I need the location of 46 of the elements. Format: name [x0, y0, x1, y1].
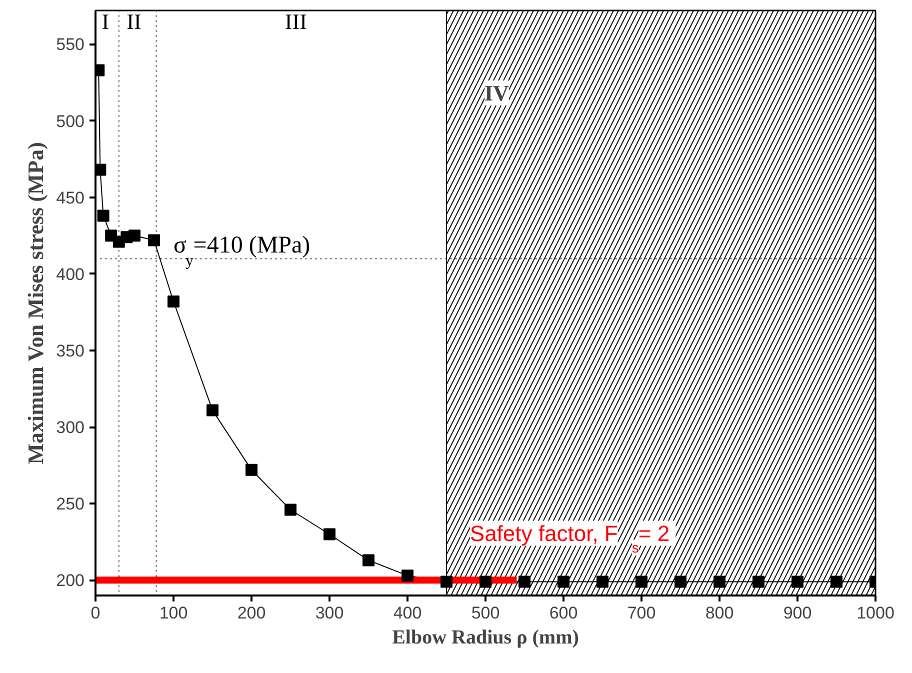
x-tick-label: 0: [90, 604, 100, 622]
x-tick-label: 900: [783, 604, 812, 622]
x-tick-label: 600: [549, 604, 578, 622]
point: [596, 576, 608, 588]
annotation: I: [102, 8, 110, 34]
x-tick-label: 200: [237, 604, 266, 622]
point: [402, 570, 414, 582]
annotation: II: [126, 8, 142, 34]
y-axis-title: Maximum Von Mises stress (MPa): [23, 142, 48, 464]
x-tick-label: 400: [393, 604, 422, 622]
point: [148, 234, 160, 246]
annotation: III: [284, 8, 307, 34]
point: [636, 576, 648, 588]
point: [518, 576, 530, 588]
x-tick-label: 800: [705, 604, 734, 622]
point: [284, 504, 296, 516]
point: [206, 404, 218, 416]
point: [97, 210, 110, 222]
x-tick-label: 100: [159, 604, 188, 622]
point: [168, 295, 180, 308]
point: [714, 576, 726, 588]
y-tick-label: 350: [56, 341, 85, 360]
point: [362, 554, 374, 566]
y-tick-label: 500: [56, 112, 85, 131]
x-tick-label: 500: [471, 604, 500, 622]
point: [440, 576, 452, 588]
point: [792, 576, 804, 588]
y-tick-label: 550: [56, 35, 85, 54]
point: [752, 576, 764, 588]
x-axis-title: Elbow Radius ρ (mm): [392, 626, 579, 648]
y-tick-label: 250: [56, 494, 85, 514]
x-tick-label: 300: [315, 604, 344, 622]
band-label: IV: [484, 80, 510, 106]
x-tick-label: 1000: [856, 604, 894, 622]
point: [830, 576, 842, 588]
y-tick-label: 400: [56, 264, 85, 284]
y-tick-label: 200: [56, 571, 85, 590]
point: [128, 230, 140, 242]
point: [480, 576, 492, 588]
y-tick-label: 300: [56, 418, 85, 438]
x-tick-label: 700: [627, 604, 656, 622]
y-tick-label: 450: [56, 188, 85, 208]
point: [324, 528, 336, 540]
point: [674, 576, 686, 588]
point: [246, 464, 258, 476]
point: [558, 576, 570, 588]
